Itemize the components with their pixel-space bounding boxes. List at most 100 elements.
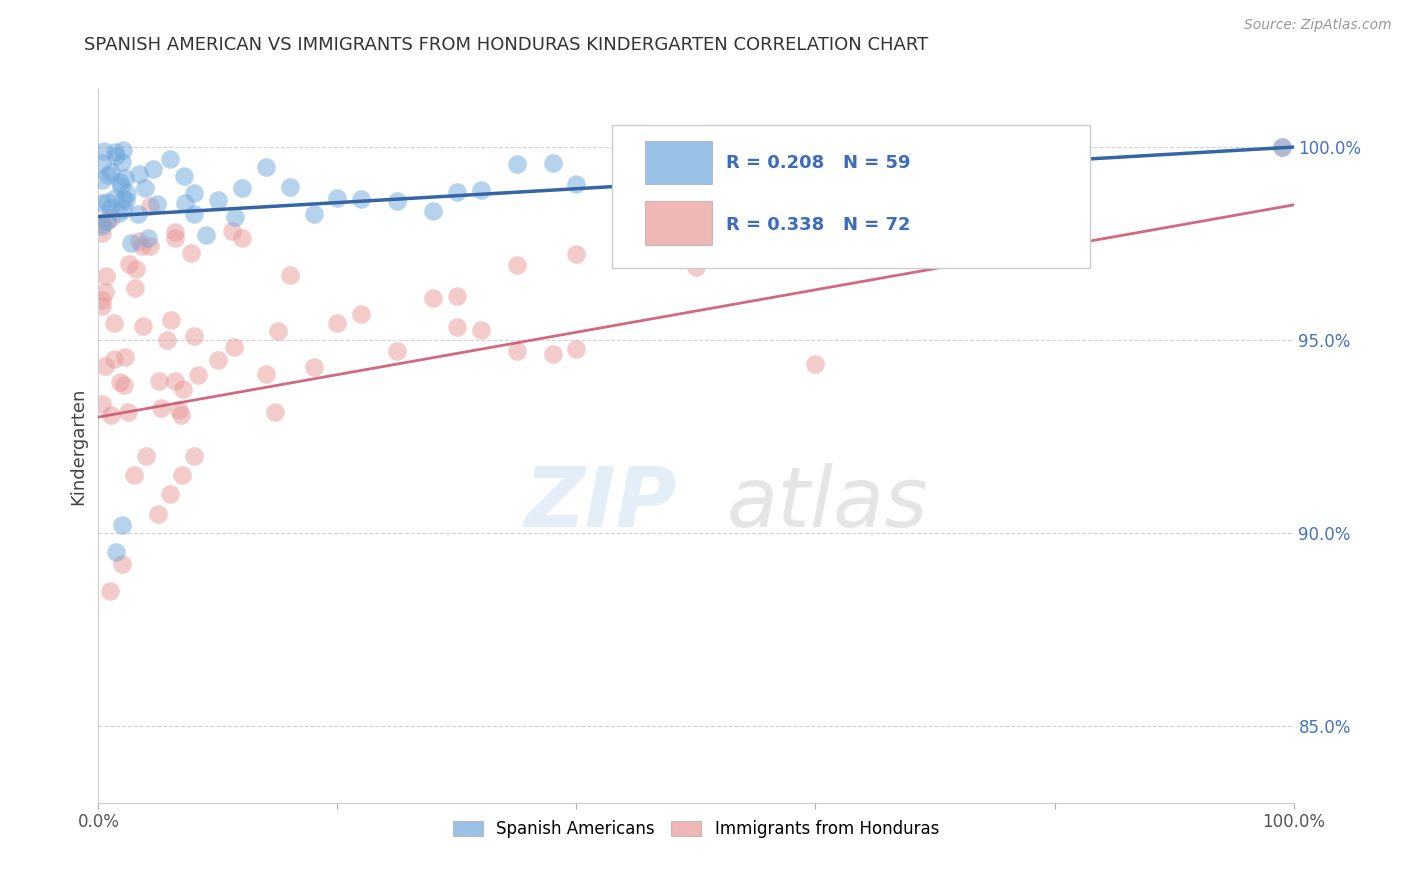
Point [302,360,325,375]
Point [326,316,349,330]
Point [385,194,409,208]
Point [110,179,132,194]
Point [100,408,122,422]
Point [111,144,134,158]
Point [148,375,170,389]
Point [506,343,529,358]
Point [118,258,141,272]
Point [172,382,194,396]
Point [165,374,187,388]
Point [135,449,157,463]
Point [385,343,409,358]
Point [804,165,827,179]
Text: ZIP: ZIP [524,463,676,543]
Point [187,368,209,383]
Point [804,357,827,371]
Point [104,145,127,160]
Point [120,236,142,251]
Point [146,196,169,211]
Point [91,217,114,231]
Point [115,193,138,207]
Point [148,507,170,521]
Point [183,449,205,463]
Point [114,378,136,392]
Point [136,231,159,245]
Point [180,246,202,260]
Point [167,402,190,417]
Point [97,168,120,182]
Point [134,181,156,195]
Point [94,285,117,299]
Point [685,157,707,171]
Point [100,211,122,225]
Point [108,175,131,189]
Point [173,169,195,184]
Point [163,231,186,245]
Point [221,224,243,238]
Point [156,334,179,348]
Y-axis label: Kindergarten: Kindergarten [69,387,87,505]
Point [183,186,205,200]
Point [114,170,136,185]
Point [422,291,444,305]
Point [231,231,253,245]
Point [104,149,127,163]
Point [172,467,194,482]
Point [94,268,117,283]
Point [104,191,127,205]
Point [446,289,468,303]
Point [96,214,118,228]
Point [94,359,117,373]
Point [91,173,114,187]
Point [224,340,246,354]
Point [541,347,564,361]
Point [96,195,118,210]
Point [112,202,135,217]
Point [446,320,468,334]
Point [231,181,253,195]
Point [103,317,125,331]
Point [115,186,138,200]
Text: SPANISH AMERICAN VS IMMIGRANTS FROM HONDURAS KINDERGARTEN CORRELATION CHART: SPANISH AMERICAN VS IMMIGRANTS FROM HOND… [84,36,928,54]
Point [98,583,122,598]
Point [98,201,121,215]
Point [103,352,125,367]
Point [163,225,186,239]
Point [170,409,193,423]
FancyBboxPatch shape [644,202,711,244]
Point [350,192,373,206]
Point [254,160,277,174]
Text: R = 0.338   N = 72: R = 0.338 N = 72 [725,216,910,234]
Point [105,545,128,559]
Text: atlas: atlas [727,463,928,543]
Point [267,324,290,338]
Point [159,153,181,167]
Point [626,182,648,196]
Point [124,467,146,482]
Text: R = 0.208   N = 59: R = 0.208 N = 59 [725,153,910,171]
Point [350,307,373,321]
Point [91,396,114,410]
Point [470,183,492,197]
Point [183,328,205,343]
Point [159,487,181,501]
Point [565,247,588,261]
Point [173,195,195,210]
Point [506,157,529,171]
FancyBboxPatch shape [644,141,711,184]
Point [278,268,301,282]
Point [207,194,229,208]
Point [194,227,217,242]
Point [125,262,148,277]
Point [565,342,588,356]
Point [139,238,162,252]
Point [446,185,468,199]
Point [108,375,131,389]
Point [112,192,135,206]
Point [96,213,118,227]
Point [91,196,114,211]
Point [541,155,564,169]
Point [254,367,277,381]
Point [207,352,229,367]
Point [91,219,114,233]
